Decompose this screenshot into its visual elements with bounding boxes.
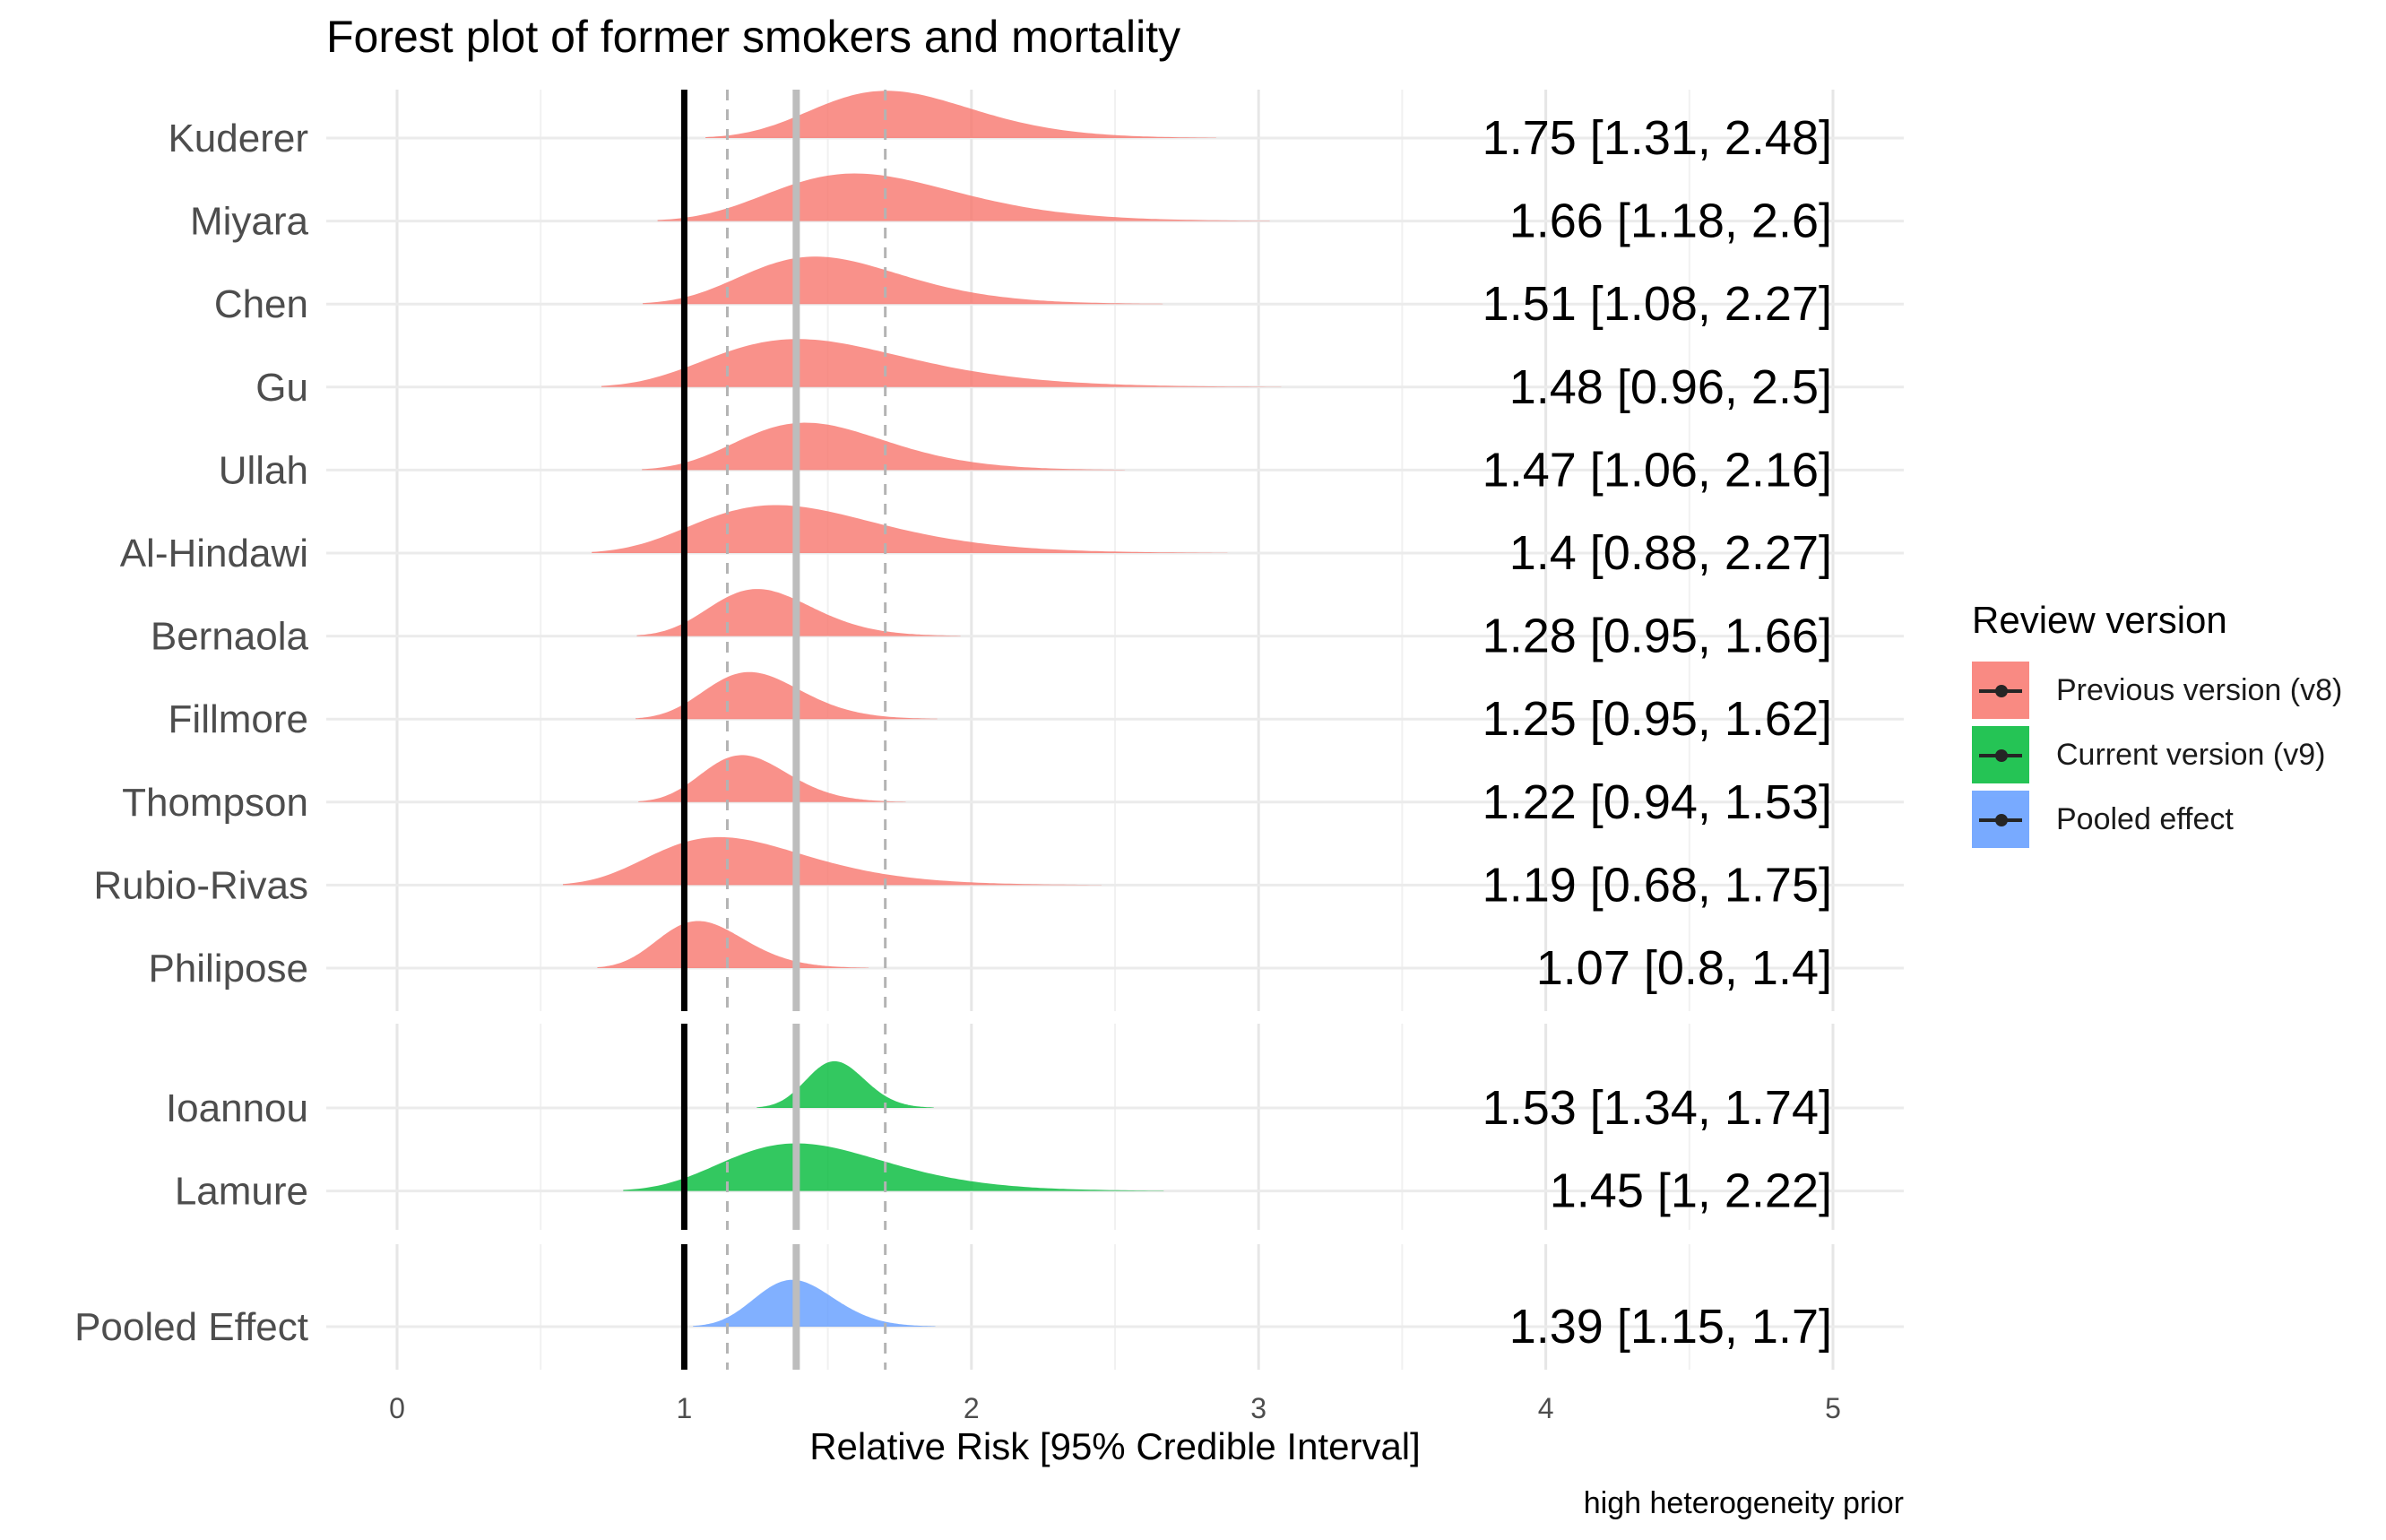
study-name: Fillmore [169,697,308,741]
legend-item-current: Current version (v9) [1972,722,2342,787]
study-name: Miyara [190,200,309,244]
x-tick-label: 3 [1250,1392,1266,1424]
study-name: Chen [214,282,308,326]
legend-label-previous: Previous version (v8) [2056,672,2343,707]
legend-key-current [1972,726,2029,783]
estimate-label: 1.4 [0.88, 2.27] [1509,526,1832,580]
legend-label-pooled: Pooled effect [2056,801,2234,836]
study-name: Pooled Effect [74,1305,308,1349]
x-axis-ticks: 0 1 2 3 4 5 [389,1392,1841,1424]
study-name: Ioannou [166,1086,308,1130]
legend-key-previous [1972,662,2029,719]
legend-key-pooled [1972,791,2029,848]
estimate-label: 1.19 [0.68, 1.75] [1483,858,1832,912]
estimate-label: 1.47 [1.06, 2.16] [1483,443,1832,497]
estimate-label: 1.22 [0.94, 1.53] [1483,775,1832,829]
density-ioannou [756,1060,934,1108]
plot-caption: high heterogeneity prior [1583,1486,1904,1520]
density-miyara [657,173,1270,221]
density-pooled-effect [693,1279,936,1327]
estimate-label: 1.07 [0.8, 1.4] [1536,941,1832,995]
study-name: Bernaola [151,615,309,659]
horizontal-gridlines [326,136,1904,1328]
x-tick-label: 2 [964,1392,980,1424]
estimate-label: 1.51 [1.08, 2.27] [1483,277,1832,331]
x-tick-label: 4 [1538,1392,1554,1424]
estimate-label: 1.28 [0.95, 1.66] [1483,610,1832,663]
study-name: Gu [255,366,308,410]
study-name: Thompson [122,781,308,825]
x-tick-label: 0 [389,1392,405,1424]
row-labels: Kuderer 1.75 [1.31, 2.48] Miyara 1.66 [1.18… [74,111,1832,1354]
density-fillmore [635,671,938,720]
study-name: Al-Hindawi [120,532,308,575]
study-name: Lamure [175,1170,308,1214]
study-name: Ullah [219,448,308,492]
density-thompson [638,755,906,802]
density-kuderer [705,91,1216,138]
density-ullah [642,422,1126,471]
reference-lines [680,90,887,1370]
study-name: Kuderer [168,117,308,160]
estimate-label: 1.39 [1.15, 1.7] [1509,1300,1832,1354]
legend-title: Review version [1972,599,2227,641]
density-chen [643,256,1163,305]
study-name: Rubio-Rivas [93,863,308,907]
legend-item-previous: Previous version (v8) [1972,658,2342,722]
legend: Review version Previous version (v8) Cur… [1972,599,2342,852]
density-gu [601,339,1282,387]
study-name: Philipose [148,947,308,991]
density-rubio-rivas [563,836,1102,886]
estimate-label: 1.48 [0.96, 2.5] [1509,360,1832,414]
density-ridges [563,91,1282,1327]
legend-item-pooled: Pooled effect [1972,787,2342,852]
x-tick-label: 5 [1825,1392,1841,1424]
density-al-hindawi [592,505,1228,553]
estimate-label: 1.66 [1.18, 2.6] [1509,195,1832,248]
density-lamure [623,1143,1164,1191]
x-axis-label: Relative Risk [95% Credible Interval] [809,1425,1421,1467]
chart-title: Forest plot of former smokers and mortal… [326,12,1181,62]
estimate-label: 1.53 [1.34, 1.74] [1483,1081,1832,1135]
estimate-label: 1.25 [0.95, 1.62] [1483,692,1832,746]
x-tick-label: 1 [677,1392,693,1424]
estimate-label: 1.45 [1, 2.22] [1550,1164,1832,1218]
estimate-label: 1.75 [1.31, 2.48] [1483,111,1832,165]
legend-label-current: Current version (v9) [2056,737,2326,772]
density-philipose [597,921,869,968]
